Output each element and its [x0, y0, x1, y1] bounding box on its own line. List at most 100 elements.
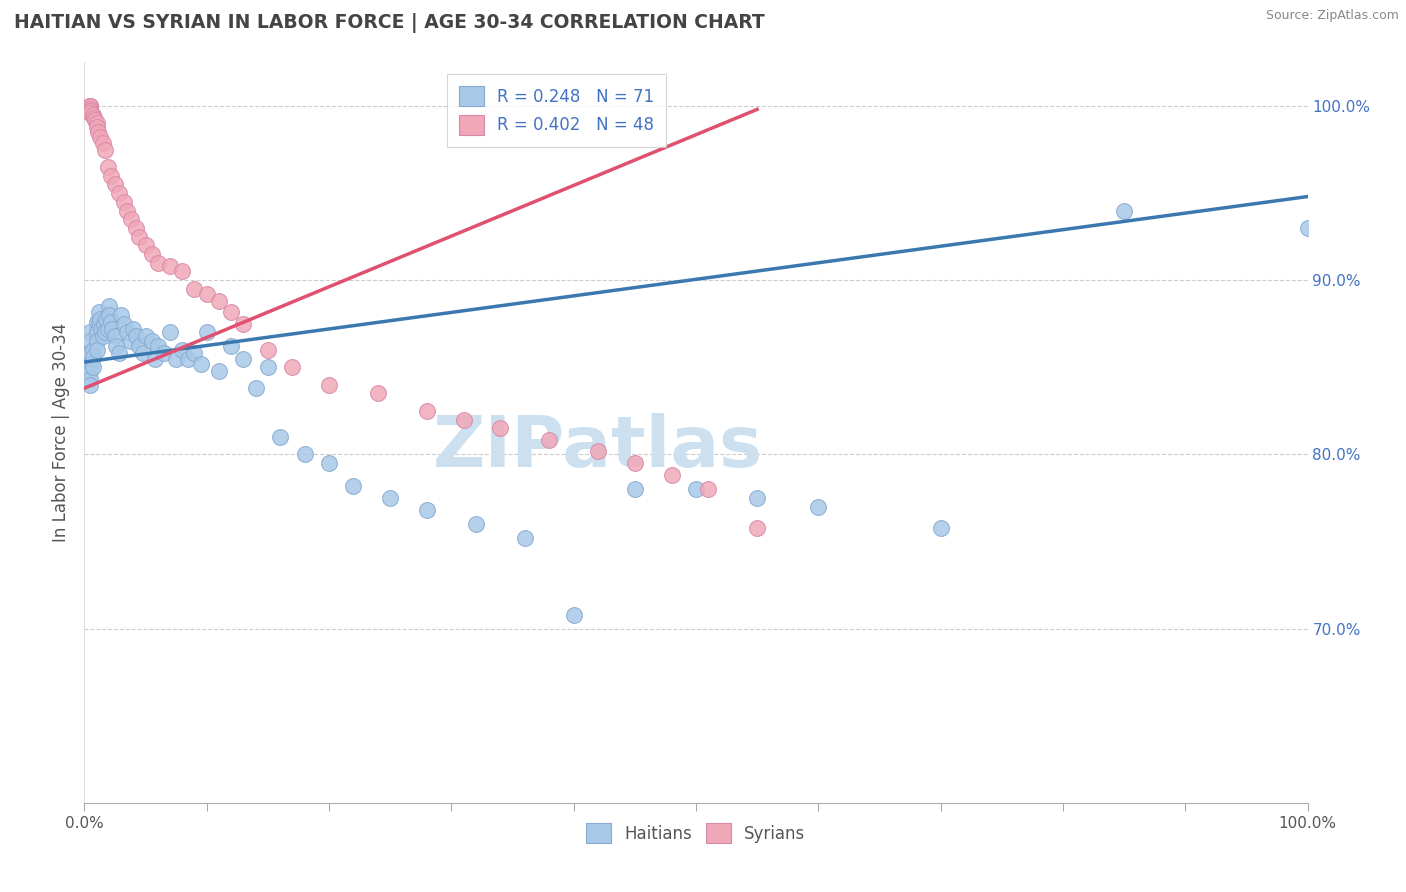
Point [416, 404, 439, 418]
Point [101, 322, 124, 336]
Point [697, 482, 720, 496]
Text: Source: ZipAtlas.com: Source: ZipAtlas.com [1265, 9, 1399, 22]
Point [82, 108, 104, 122]
Point [257, 360, 280, 375]
Point [79, 106, 101, 120]
Point [141, 334, 163, 348]
Point [661, 468, 683, 483]
Point [86, 315, 108, 329]
Point [183, 282, 205, 296]
Point [453, 412, 475, 426]
Point [86, 116, 108, 130]
Point [82, 343, 104, 357]
Point [135, 329, 157, 343]
Point [110, 308, 132, 322]
Point [257, 343, 280, 357]
Point [143, 351, 166, 366]
Point [120, 334, 142, 348]
Point [112, 194, 135, 209]
Point [82, 350, 104, 364]
Point [195, 287, 218, 301]
Point [146, 256, 169, 270]
Point [91, 329, 114, 343]
Point [177, 351, 200, 366]
Point [232, 351, 254, 366]
Point [513, 531, 536, 545]
Point [125, 221, 148, 235]
Point [380, 491, 402, 505]
Point [416, 503, 439, 517]
Point [87, 304, 110, 318]
Point [79, 99, 101, 113]
Point [929, 520, 952, 534]
Point [79, 357, 101, 371]
Point [93, 317, 115, 331]
Point [79, 99, 101, 113]
Point [115, 203, 138, 218]
Point [104, 178, 127, 192]
Point [86, 334, 108, 348]
Point [747, 491, 769, 505]
Point [195, 326, 218, 340]
Point [122, 322, 145, 336]
Point [79, 372, 101, 386]
Point [79, 334, 101, 348]
Point [318, 456, 340, 470]
Point [141, 247, 163, 261]
Point [245, 381, 267, 395]
Point [84, 112, 107, 127]
Point [94, 326, 117, 340]
Point [91, 136, 114, 150]
Point [165, 351, 187, 366]
Point [685, 482, 707, 496]
Point [86, 326, 108, 340]
Point [159, 259, 181, 273]
Point [97, 322, 120, 336]
Point [82, 360, 104, 375]
Point [464, 517, 486, 532]
Text: ZIPatlas: ZIPatlas [433, 413, 763, 482]
Point [807, 500, 830, 514]
Point [97, 308, 120, 322]
Point [190, 357, 212, 371]
Point [79, 99, 101, 113]
Point [624, 482, 647, 496]
Point [79, 364, 101, 378]
Point [87, 125, 110, 139]
Point [489, 421, 512, 435]
Point [79, 377, 101, 392]
Point [105, 339, 128, 353]
Point [232, 317, 254, 331]
Point [208, 294, 231, 309]
Point [100, 315, 122, 329]
Point [747, 520, 769, 534]
Legend: Haitians, Syrians: Haitians, Syrians [579, 816, 813, 850]
Point [79, 99, 101, 113]
Point [208, 364, 231, 378]
Point [112, 317, 135, 331]
Point [219, 304, 242, 318]
Point [281, 360, 304, 375]
Point [172, 343, 194, 357]
Point [97, 299, 120, 313]
Point [89, 311, 111, 326]
Point [153, 346, 176, 360]
Point [318, 377, 340, 392]
Point [87, 315, 110, 329]
Point [79, 104, 101, 119]
Point [172, 264, 194, 278]
Point [83, 111, 105, 125]
Point [128, 229, 150, 244]
Point [183, 346, 205, 360]
Point [562, 607, 585, 622]
Point [342, 479, 364, 493]
Point [90, 322, 112, 336]
Point [104, 329, 127, 343]
Point [135, 238, 157, 252]
Point [159, 326, 181, 340]
Y-axis label: In Labor Force | Age 30-34: In Labor Force | Age 30-34 [52, 323, 70, 542]
Point [294, 447, 316, 461]
Point [86, 343, 108, 357]
Point [79, 346, 101, 360]
Point [89, 130, 111, 145]
